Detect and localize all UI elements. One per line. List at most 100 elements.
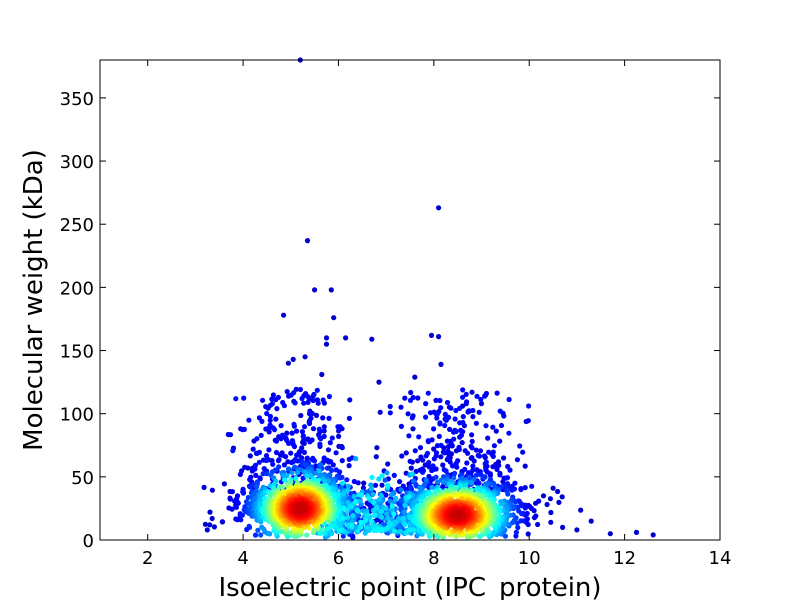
data-point [326,393,332,400]
data-point [444,399,451,406]
data-point [460,394,466,400]
data-point [304,238,311,244]
data-point [346,463,352,469]
data-point [237,471,243,477]
data-point [444,456,450,463]
data-point [264,410,270,417]
data-point [509,487,515,493]
data-point [498,422,505,429]
data-point [293,475,299,481]
x-axis-title: Isoelectric point (IPC_protein) [218,573,601,600]
data-point [340,480,346,486]
data-point [387,410,393,416]
data-point [290,439,296,445]
data-point [252,496,258,502]
data-point [385,525,391,531]
data-point [331,315,337,321]
data-point [289,459,295,466]
data-point [202,521,208,527]
data-point [378,493,384,499]
data-point [239,512,245,518]
data-point [227,496,233,502]
data-point [425,390,431,396]
data-point [318,462,324,468]
data-point [548,519,554,525]
data-point [473,447,479,453]
data-point [463,482,469,488]
data-point [273,397,279,403]
data-point [273,416,279,422]
data-point [305,399,311,405]
data-point [286,393,292,399]
data-point [494,466,500,472]
data-point [463,401,469,407]
y-tick-label: 0 [83,531,94,552]
data-point [522,485,528,491]
data-point [438,405,444,411]
data-point [307,439,313,445]
data-point [250,446,256,452]
data-point [333,524,339,531]
data-point [438,454,444,460]
data-point [317,530,323,537]
data-point [290,356,296,362]
data-point [423,477,429,483]
data-point [428,332,435,338]
data-point [258,532,264,538]
data-point [370,507,377,514]
data-point [258,432,264,438]
data-point [376,379,382,385]
data-point [378,514,384,520]
data-point [486,449,492,455]
data-point [321,428,327,434]
data-point [358,519,364,525]
data-point [471,458,477,464]
data-point [235,500,241,506]
data-point [345,483,351,489]
data-point [518,518,524,524]
x-tick-label: 2 [142,548,153,569]
data-point [260,397,266,403]
data-point [209,487,215,493]
data-point [254,450,260,456]
data-point [379,473,385,479]
data-point [321,455,327,461]
data-point [246,523,252,529]
data-point [345,487,351,493]
data-point [483,423,489,429]
data-point [253,472,259,478]
data-point [324,465,330,471]
data-point [544,501,550,508]
data-point [437,420,443,426]
data-point [270,392,276,398]
data-point [317,435,323,441]
data-point [438,361,444,367]
data-point [341,505,347,511]
data-point [329,435,335,441]
data-point [493,428,499,434]
data-point [379,527,385,533]
data-point [457,405,463,411]
data-point [550,485,556,491]
data-point [372,482,379,488]
data-point [412,448,418,454]
data-point [271,427,278,433]
data-point [291,421,297,427]
data-point [294,469,301,476]
data-point [526,403,532,409]
data-point [417,445,424,451]
data-point [443,468,449,474]
data-point [229,506,235,512]
data-point [281,477,288,483]
data-point [338,485,344,491]
data-point [321,424,327,430]
data-point [263,426,269,432]
data-point [498,501,504,507]
data-point [310,397,316,404]
data-point [365,512,371,518]
data-point [387,498,393,504]
data-point [283,454,289,460]
y-tick-label: 300 [60,152,94,173]
data-point [357,498,363,504]
